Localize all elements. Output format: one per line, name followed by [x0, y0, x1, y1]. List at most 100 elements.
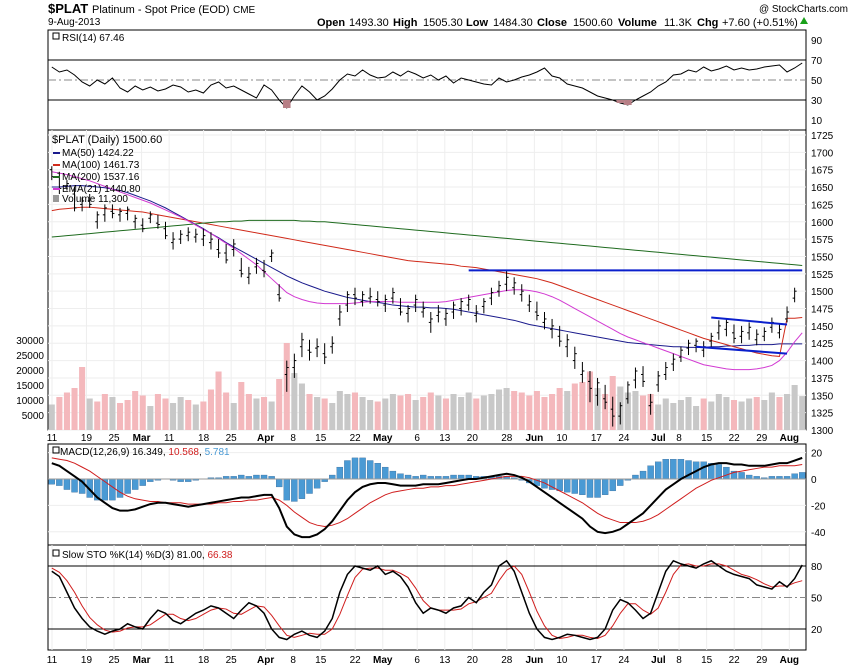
- price-bar: [231, 239, 236, 257]
- stochastic-legend: Slow STO %K(14) %D(3) 81.00, 66.38: [52, 549, 233, 561]
- volume-bar: [63, 392, 70, 430]
- macd-histogram-bar: [351, 457, 359, 480]
- volume-bar: [192, 404, 199, 430]
- macd-signal-line: [51, 457, 803, 528]
- price-bar: [155, 214, 160, 229]
- price-bar: [421, 301, 426, 318]
- macd-histogram-bar: [670, 459, 677, 480]
- macd-histogram-bar: [283, 478, 290, 501]
- volume-bar: [116, 403, 124, 430]
- volume-bar: [746, 398, 753, 430]
- x-tick-label: Aug: [780, 655, 799, 666]
- open-label: Open: [317, 17, 345, 29]
- stochastic-k-value: 81.00: [177, 550, 202, 561]
- stochastic-legend-text: Slow STO %K(14) %D(3) 81.00, 66.38: [62, 550, 233, 561]
- price-bar: [512, 277, 517, 295]
- volume-label: Volume: [618, 17, 657, 29]
- price-bar: [284, 360, 289, 392]
- x-tick-label: 6: [414, 433, 420, 444]
- x-tick-label: 25: [226, 433, 238, 444]
- high-value: 1505.30: [423, 17, 463, 29]
- volume-bar: [670, 403, 677, 430]
- x-tick-label: 10: [556, 655, 568, 666]
- volume-bar: [518, 392, 525, 430]
- macd-tick-label: -40: [811, 528, 826, 539]
- macd-histogram-bar: [56, 478, 63, 486]
- volume-bar: [291, 373, 298, 430]
- volume-bar: [238, 382, 245, 430]
- macd-plot: [48, 456, 806, 539]
- rsi-line: [51, 62, 803, 109]
- macd-histogram-bar: [450, 474, 457, 480]
- price-bar: [224, 243, 229, 264]
- x-tick-label: 11: [164, 433, 175, 444]
- stochastic-tick-label: 50: [811, 594, 823, 605]
- instrument-name: Platinum - Spot Price (EOD): [92, 4, 230, 16]
- macd-histogram-bar: [313, 478, 321, 489]
- price-tick-label: 1325: [811, 409, 834, 420]
- price-bar: [208, 232, 213, 250]
- macd-histogram-bar: [298, 478, 306, 499]
- price-tick-label: 1575: [811, 235, 834, 246]
- macd-histogram-bar: [564, 478, 571, 493]
- rsi-plot: [51, 62, 803, 109]
- macd-legend-value: 16.349: [132, 447, 163, 458]
- price-bar: [671, 353, 676, 371]
- x-tick-label: 20: [467, 433, 479, 444]
- macd-histogram-bar: [344, 460, 351, 480]
- macd-histogram-bar: [420, 474, 427, 480]
- price-bar: [307, 339, 312, 361]
- price-bar: [451, 301, 456, 319]
- price-bar: [656, 371, 661, 392]
- price-bar: [633, 367, 638, 389]
- volume-bar: [768, 392, 775, 430]
- volume-bar: [495, 389, 503, 430]
- volume-bar: [397, 395, 404, 430]
- x-tick-label: Mar: [133, 655, 151, 666]
- macd-histogram-bar: [601, 478, 609, 495]
- price-bar: [504, 270, 509, 292]
- price-bar: [292, 353, 297, 378]
- volume-bar: [260, 397, 268, 430]
- x-tick-label: 29: [756, 655, 768, 666]
- x-tick-label: 15: [315, 655, 327, 666]
- volume-tick-label: 30000: [16, 336, 44, 347]
- volume-bar: [662, 398, 669, 430]
- price-panel: [47, 129, 807, 431]
- x-tick-label: Apr: [257, 433, 274, 444]
- price-tick-label: 1725: [811, 131, 834, 142]
- volume-bar: [79, 367, 86, 430]
- price-bar: [277, 284, 282, 302]
- macd-legend-prefix: MACD(12,26,9): [60, 447, 129, 458]
- price-candles: [49, 166, 797, 427]
- x-tick-label: 11: [164, 655, 175, 666]
- x-tick-label: Jun: [525, 433, 543, 444]
- volume-bar: [480, 395, 487, 430]
- x-tick-label: 18: [198, 655, 210, 666]
- price-bar: [133, 214, 138, 229]
- price-bar: [345, 291, 350, 312]
- volume-bar: [276, 379, 283, 430]
- volume-bar: [351, 392, 359, 430]
- volume-bar: [784, 394, 791, 430]
- price-bar: [466, 294, 471, 311]
- price-tick-label: 1600: [811, 218, 834, 229]
- volume-bar: [488, 394, 495, 430]
- volume-bar: [101, 394, 108, 430]
- price-tick-label: 1500: [811, 287, 834, 298]
- volume-bar: [185, 400, 192, 430]
- ma200-line: [51, 219, 803, 266]
- price-bar: [663, 361, 668, 381]
- volume-bar: [730, 400, 738, 430]
- ma200-legend: MA(200) 1537.16: [62, 172, 140, 183]
- macd-histogram-bar: [116, 478, 124, 498]
- price-tick-label: 1475: [811, 305, 834, 316]
- rsi-tick-label: 30: [811, 96, 823, 107]
- price-legend-text: $PLAT (Daily) 1500.60: [52, 134, 162, 146]
- ma100-line: [51, 206, 803, 357]
- volume-tick-label: 15000: [16, 381, 44, 392]
- macd-histogram-bar: [791, 473, 798, 480]
- volume-bar: [738, 401, 745, 430]
- macd-histogram-bar: [374, 463, 381, 480]
